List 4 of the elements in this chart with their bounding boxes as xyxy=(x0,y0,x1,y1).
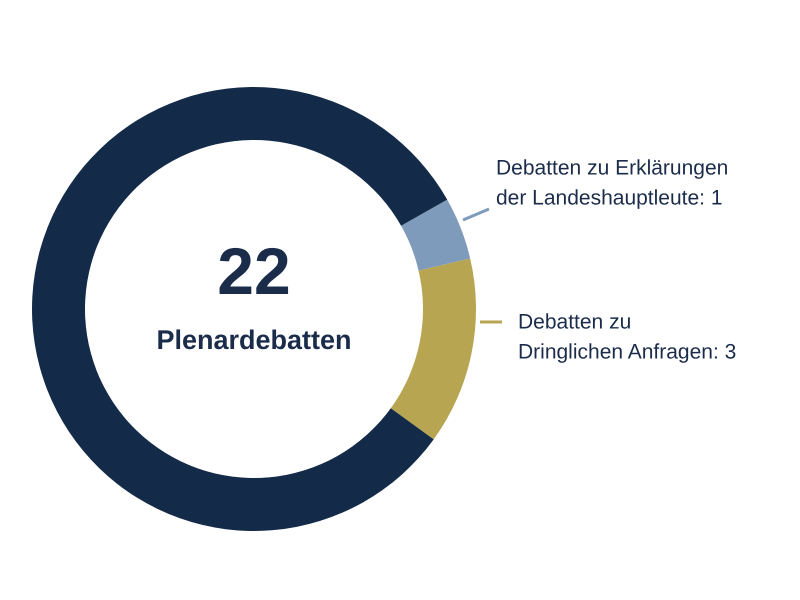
slice-label: Debatten zu Dringlichen Anfragen: 3 xyxy=(518,310,736,364)
slice-label: Debatten zu Erklärungen der Landeshauptleute: 1 xyxy=(496,156,728,210)
text: 22 xyxy=(217,234,291,308)
text: Plenardebatten xyxy=(156,325,352,355)
